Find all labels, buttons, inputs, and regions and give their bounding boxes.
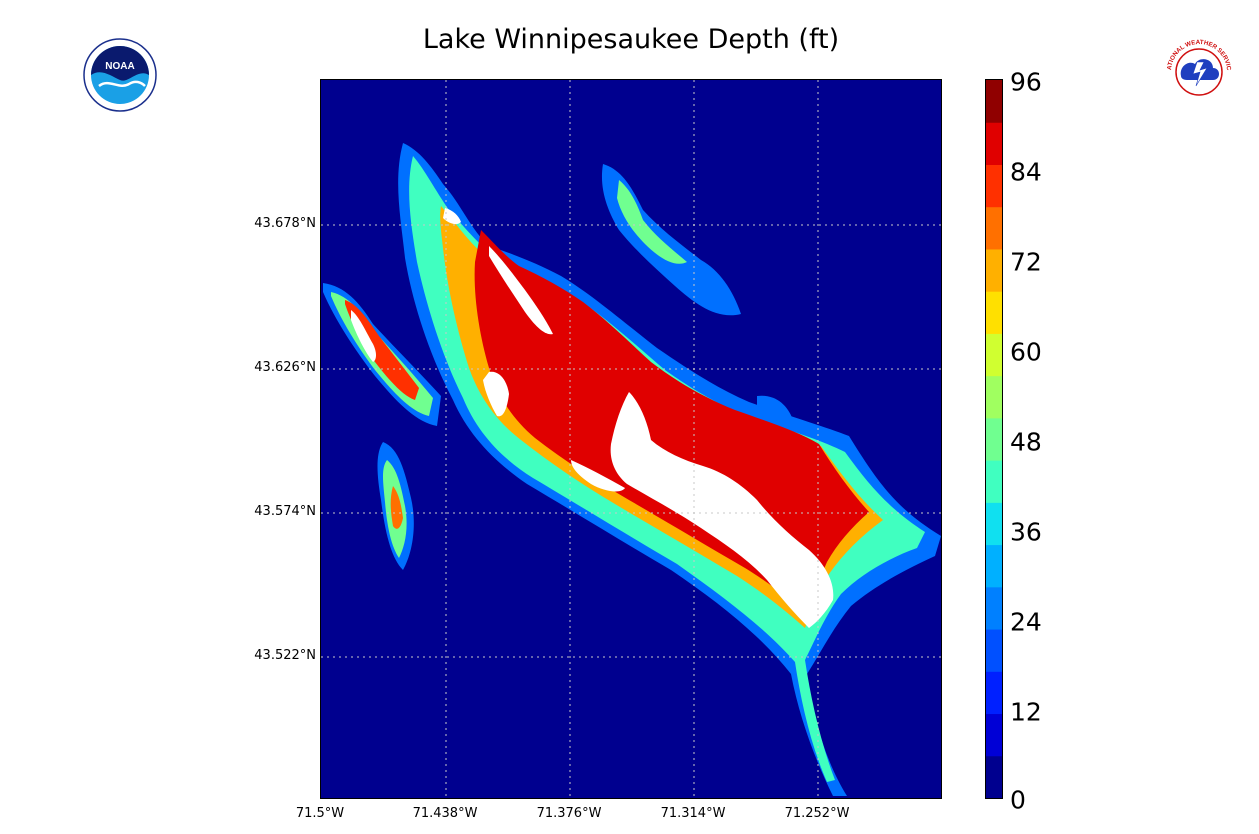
lon-tick-label: 71.252°W — [784, 806, 850, 821]
colorbar-band — [986, 460, 1002, 503]
colorbar — [985, 79, 1003, 799]
lon-tick-label: 71.5°W — [295, 806, 345, 821]
colorbar-band — [986, 629, 1002, 672]
lat-tick-label: 43.678°N — [254, 216, 316, 231]
lake-deepest-layer — [351, 208, 834, 628]
colorbar-band — [986, 713, 1002, 757]
lat-tick-label: 43.574°N — [254, 504, 316, 519]
colorbar-tick-label: 0 — [1010, 785, 1026, 815]
colorbar-band — [986, 248, 1002, 292]
lon-tick-label: 71.376°W — [536, 806, 602, 821]
colorbar-band — [986, 755, 1002, 798]
colorbar-band — [986, 502, 1002, 546]
colorbar-tick-label: 72 — [1010, 247, 1042, 277]
lon-tick-label: 71.314°W — [660, 806, 726, 821]
colorbar-band — [986, 206, 1002, 250]
colorbar-band — [986, 375, 1002, 419]
colorbar-tick-label: 48 — [1010, 427, 1042, 457]
lat-tick-label: 43.626°N — [254, 360, 316, 375]
colorbar-gradient — [986, 80, 1002, 798]
noaa-logo-icon: NOAA — [83, 38, 157, 112]
colorbar-tick-label: 36 — [1010, 517, 1042, 547]
colorbar-band — [986, 122, 1002, 165]
colorbar-band — [986, 80, 1002, 123]
colorbar-band — [986, 544, 1002, 588]
colorbar-tick-label: 24 — [1010, 607, 1042, 637]
colorbar-tick-label: 84 — [1010, 157, 1042, 187]
colorbar-tick-label: 12 — [1010, 697, 1042, 727]
nws-logo-icon: NATIONAL WEATHER SERVICE — [1163, 36, 1234, 107]
colorbar-band — [986, 671, 1002, 715]
colorbar-tick-label: 60 — [1010, 337, 1042, 367]
depth-map — [320, 79, 942, 799]
depth-map-canvas — [323, 143, 941, 796]
gridlines — [321, 80, 941, 798]
lat-tick-label: 43.522°N — [254, 648, 316, 663]
lon-tick-label: 71.438°W — [412, 806, 478, 821]
colorbar-band — [986, 164, 1002, 208]
chart-title: Lake Winnipesaukee Depth (ft) — [422, 24, 840, 55]
colorbar-band — [986, 333, 1002, 377]
colorbar-tick-label: 96 — [1010, 67, 1042, 97]
colorbar-band — [986, 586, 1002, 630]
colorbar-band — [986, 291, 1002, 334]
colorbar-band — [986, 417, 1002, 461]
noaa-logo-text: NOAA — [105, 61, 134, 72]
